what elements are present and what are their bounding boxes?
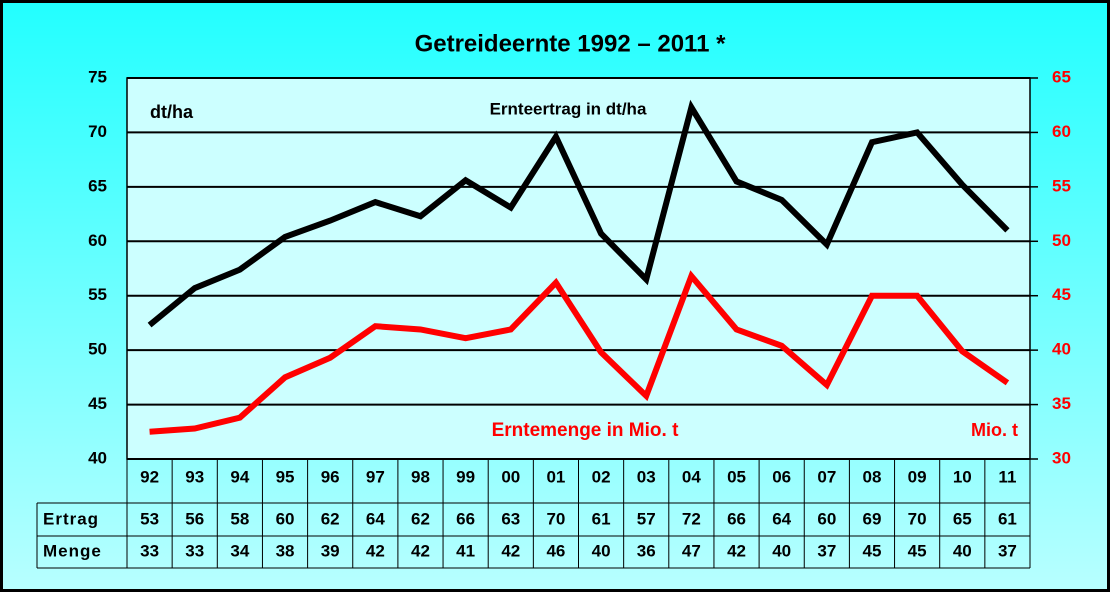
table-cell: 39 [321, 541, 340, 560]
x-tick-label: 03 [637, 467, 656, 486]
table-cell: 58 [230, 509, 249, 528]
line-series [147, 99, 1010, 328]
y2-tick-label: 30 [1052, 448, 1071, 467]
legend-label: Ernteertrag in dt/ha [490, 99, 647, 118]
table-cell: 45 [908, 541, 927, 560]
x-tick-label: 11 [998, 467, 1016, 486]
table-cell: 69 [863, 509, 882, 528]
table-cell: 66 [727, 509, 746, 528]
table-cell: 65 [953, 509, 972, 528]
table-cell: 66 [456, 509, 475, 528]
table-cell: 40 [592, 541, 611, 560]
legend-label: Erntemenge in Mio. t [492, 420, 680, 441]
x-tick-label: 93 [185, 467, 204, 486]
y-tick-label: 55 [88, 285, 107, 304]
table-row-label: Menge [43, 541, 102, 560]
table-cell: 61 [592, 509, 611, 528]
y2-axis-label: Mio. t [971, 420, 1018, 440]
y2-tick-label: 50 [1052, 231, 1071, 250]
line-series [149, 270, 1010, 435]
table-cell: 42 [727, 541, 746, 560]
y2-tick-label: 45 [1052, 285, 1071, 304]
table-cell: 42 [501, 541, 520, 560]
y2-tick-label: 60 [1052, 122, 1071, 141]
table-cell: 60 [817, 509, 836, 528]
x-tick-label: 00 [501, 467, 520, 486]
x-tick-label: 09 [908, 467, 927, 486]
y2-tick-label: 35 [1052, 394, 1071, 413]
table-cell: 64 [772, 509, 791, 528]
x-tick-label: 07 [817, 467, 836, 486]
y2-tick-label: 55 [1052, 176, 1071, 195]
y-tick-label: 50 [88, 340, 107, 359]
x-tick-label: 08 [863, 467, 882, 486]
y-axis-label: dt/ha [150, 102, 194, 122]
y-tick-label: 75 [88, 67, 107, 86]
y2-tick-label: 65 [1052, 67, 1071, 86]
x-tick-label: 10 [953, 467, 972, 486]
table-cell: 36 [637, 541, 656, 560]
table-row-label: Ertrag [43, 509, 99, 528]
x-tick-label: 98 [411, 467, 430, 486]
table-cell: 37 [817, 541, 836, 560]
table-cell: 45 [863, 541, 882, 560]
table-cell: 63 [501, 509, 520, 528]
x-tick-label: 92 [140, 467, 159, 486]
table-cell: 62 [321, 509, 340, 528]
y-tick-label: 40 [88, 448, 107, 467]
table-cell: 42 [366, 541, 385, 560]
table-cell: 64 [366, 509, 385, 528]
table-cell: 70 [908, 509, 927, 528]
table-cell: 57 [637, 509, 656, 528]
x-tick-label: 02 [592, 467, 611, 486]
table-cell: 53 [140, 509, 159, 528]
x-tick-label: 04 [682, 467, 701, 486]
x-tick-label: 01 [546, 467, 565, 486]
chart-title: Getreideernte 1992 – 2011 * [415, 30, 727, 57]
table-cell: 33 [185, 541, 204, 560]
x-tick-label: 96 [321, 467, 340, 486]
x-tick-label: 95 [276, 467, 295, 486]
y-tick-label: 70 [88, 122, 107, 141]
table-cell: 34 [230, 541, 249, 560]
x-tick-label: 94 [230, 467, 249, 486]
table-cell: 33 [140, 541, 159, 560]
table-cell: 41 [456, 541, 475, 560]
table-cell: 60 [276, 509, 295, 528]
y2-tick-label: 40 [1052, 340, 1071, 359]
table-cell: 40 [953, 541, 972, 560]
y-tick-label: 65 [88, 176, 107, 195]
x-tick-label: 97 [366, 467, 385, 486]
table-cell: 46 [546, 541, 565, 560]
table-cell: 56 [185, 509, 204, 528]
table-cell: 40 [772, 541, 791, 560]
table-cell: 61 [998, 509, 1017, 528]
table-cell: 38 [276, 541, 295, 560]
y-tick-label: 45 [88, 394, 107, 413]
table-cell: 70 [546, 509, 565, 528]
x-tick-label: 06 [772, 467, 791, 486]
x-tick-label: 99 [456, 467, 475, 486]
table-cell: 72 [682, 509, 701, 528]
table-cell: 42 [411, 541, 430, 560]
table-cell: 37 [998, 541, 1017, 560]
y-tick-label: 60 [88, 231, 107, 250]
x-tick-label: 05 [727, 467, 746, 486]
table-cell: 47 [682, 541, 701, 560]
table-cell: 62 [411, 509, 430, 528]
